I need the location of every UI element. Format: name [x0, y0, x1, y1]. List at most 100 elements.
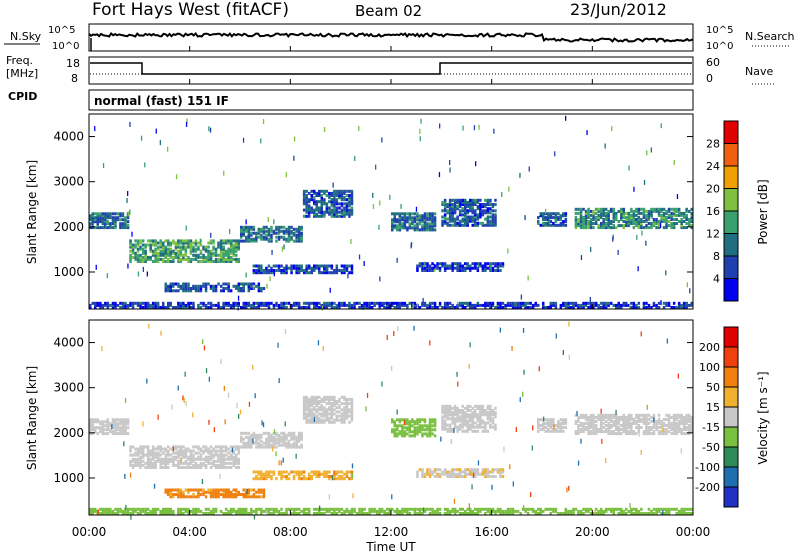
heatmap-cell [439, 124, 440, 129]
heatmap-cell [451, 224, 454, 227]
heatmap-cell [336, 415, 339, 418]
heatmap-cell [119, 508, 122, 511]
noise-line [89, 34, 693, 42]
heatmap-cell [562, 426, 565, 429]
heatmap-cell [638, 266, 639, 271]
heatmap-cell [489, 220, 492, 223]
colorbar-segment [724, 144, 738, 167]
heatmap-cell [263, 446, 266, 449]
heatmap-cell [127, 224, 130, 227]
heatmap-cell [668, 302, 671, 305]
heatmap-cell [195, 495, 198, 498]
heatmap-cell [316, 396, 319, 399]
heatmap-cell [128, 211, 129, 216]
heatmap-cell [663, 212, 666, 215]
heatmap-cell [99, 226, 102, 229]
heatmap-cell [265, 438, 268, 441]
heatmap-cell [97, 418, 100, 421]
heatmap-cell [331, 198, 334, 201]
heatmap-cell [132, 244, 135, 247]
heatmap-cell [197, 260, 200, 263]
heatmap-cell [275, 226, 278, 229]
heatmap-cell [303, 508, 306, 511]
heatmap-cell [263, 432, 266, 435]
heatmap-cell [401, 216, 404, 219]
heatmap-cell [497, 302, 500, 305]
heatmap-cell [399, 212, 402, 215]
heatmap-cell [271, 250, 272, 255]
heatmap-cell [250, 508, 253, 511]
heatmap-cell [283, 471, 286, 474]
heatmap-cell [263, 422, 264, 427]
heatmap-cell [532, 508, 535, 511]
heatmap-cell [640, 426, 643, 429]
heatmap-cell [484, 209, 487, 212]
heatmap-cell [670, 212, 673, 215]
heatmap-cell [511, 346, 512, 351]
heatmap-cell [127, 508, 130, 511]
heatmap-cell [338, 269, 341, 272]
heatmap-cell [192, 258, 195, 261]
heatmap-cell [316, 302, 319, 305]
heatmap-cell [383, 510, 386, 513]
heatmap-cell [643, 430, 646, 433]
heatmap-cell [285, 471, 288, 474]
heatmap-cell [411, 424, 414, 427]
heatmap-cell [537, 216, 540, 219]
heatmap-cell [142, 302, 145, 305]
heatmap-cell [547, 212, 550, 215]
heatmap-cell [353, 302, 356, 305]
heatmap-cell [364, 261, 365, 266]
heatmap-cell [411, 418, 414, 421]
heatmap-cell [300, 232, 303, 235]
y-tick-label: 3000 [53, 175, 84, 189]
heatmap-cell [462, 265, 465, 268]
heatmap-cell [524, 508, 527, 511]
heatmap-cell [308, 204, 311, 207]
heatmap-cell [227, 466, 230, 469]
heatmap-cell [585, 508, 588, 511]
heatmap-cell [258, 442, 261, 445]
heatmap-cell [532, 304, 535, 307]
heatmap-cell [502, 475, 505, 478]
heatmap-cell [195, 445, 198, 448]
heatmap-cell [391, 494, 392, 499]
heatmap-cell [132, 445, 135, 448]
heatmap-cell [243, 226, 246, 229]
heatmap-cell [186, 401, 187, 406]
heatmap-cell [522, 392, 523, 397]
heatmap-cell [129, 254, 132, 257]
heatmap-cell [542, 212, 545, 215]
heatmap-cell [660, 300, 661, 305]
heatmap-cell [404, 508, 407, 511]
heatmap-cell [268, 432, 271, 435]
heatmap-cell [567, 510, 570, 513]
heatmap-cell [446, 302, 449, 305]
heatmap-cell [149, 450, 152, 453]
heatmap-cell [192, 285, 195, 288]
heatmap-cell [172, 489, 175, 492]
heatmap-cell [683, 220, 686, 223]
heatmap-cell [356, 302, 359, 305]
heatmap-cell [537, 508, 540, 511]
heatmap-cell [648, 508, 651, 511]
heatmap-cell [210, 466, 213, 469]
heatmap-cell [180, 445, 183, 448]
heatmap-cell [270, 475, 273, 478]
heatmap-cell [182, 462, 185, 465]
heatmap-cell [494, 411, 497, 414]
heatmap-cell [346, 190, 349, 193]
heatmap-cell [401, 508, 404, 511]
heatmap-cell [663, 302, 666, 305]
heatmap-cell [645, 241, 646, 246]
heatmap-cell [190, 495, 193, 498]
heatmap-cell [645, 302, 648, 305]
heatmap-cell [230, 239, 233, 242]
heatmap-cell [225, 489, 228, 492]
heatmap-cell [469, 302, 472, 305]
heatmap-cell [449, 302, 452, 305]
heatmap-cell [117, 304, 120, 307]
heatmap-cell [499, 468, 502, 471]
heatmap-cell [359, 255, 360, 260]
heatmap-cell [472, 199, 475, 202]
